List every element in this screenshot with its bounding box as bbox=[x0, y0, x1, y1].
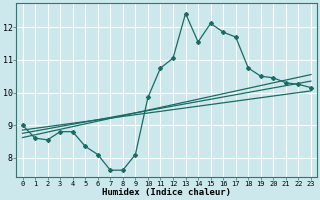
X-axis label: Humidex (Indice chaleur): Humidex (Indice chaleur) bbox=[102, 188, 231, 197]
